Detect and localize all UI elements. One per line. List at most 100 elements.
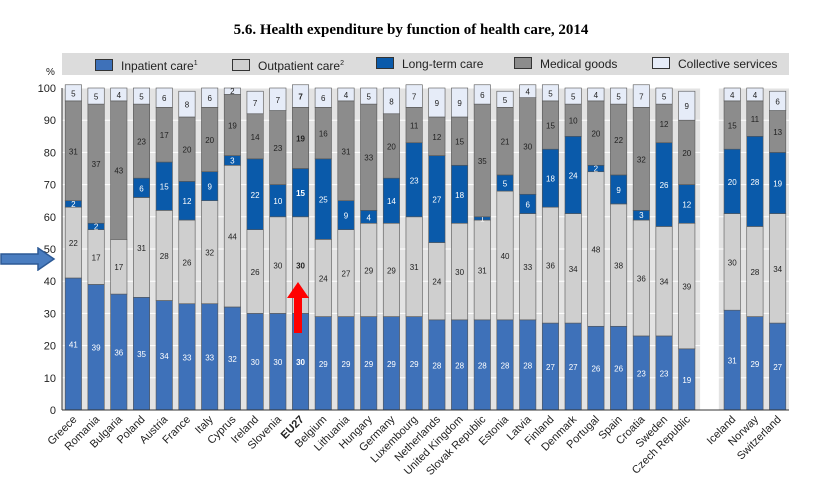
data-label-inpatient-care: 33 <box>205 353 214 362</box>
data-label-medical-goods: 19 <box>228 122 237 131</box>
data-label-collective-services: 4 <box>753 91 758 100</box>
bar-segment-collective-services <box>223 87 241 95</box>
data-label-outpatient-care: 34 <box>660 278 669 287</box>
data-label-outpatient-care: 22 <box>69 239 78 248</box>
data-label-inpatient-care: 28 <box>501 361 510 370</box>
data-label-inpatient-care: 28 <box>523 361 532 370</box>
data-label-long-term-care: 2 <box>94 222 99 231</box>
bar-segment-collective-services <box>519 84 537 98</box>
data-label-long-term-care: 2 <box>71 200 76 209</box>
data-label-collective-services: 5 <box>503 96 508 105</box>
data-label-medical-goods: 12 <box>660 120 669 129</box>
legend: Inpatient care1 Outpatient care2 Long-te… <box>62 53 789 75</box>
data-label-medical-goods: 15 <box>546 122 555 131</box>
data-label-long-term-care: 22 <box>251 191 260 200</box>
bar-segment-collective-services <box>314 87 332 108</box>
data-label-inpatient-care: 26 <box>591 365 600 374</box>
legend-sup-inpatient: 1 <box>193 60 198 67</box>
data-label-inpatient-care: 29 <box>342 360 351 369</box>
data-label-inpatient-care: 23 <box>660 369 669 378</box>
data-label-medical-goods: 20 <box>682 149 691 158</box>
data-label-outpatient-care: 30 <box>455 268 464 277</box>
y-tick-label: 20 <box>44 341 56 353</box>
y-axis-unit: % <box>46 67 55 78</box>
data-label-inpatient-care: 35 <box>137 350 146 359</box>
y-tick-label: 100 <box>38 83 56 95</box>
data-label-long-term-care: 9 <box>207 183 212 192</box>
data-label-collective-services: 5 <box>616 93 621 102</box>
data-label-long-term-care: 3 <box>639 211 644 220</box>
bar-segment-collective-services <box>337 87 355 102</box>
data-label-long-term-care: 9 <box>616 186 621 195</box>
legend-sup-outpatient: 2 <box>340 60 344 67</box>
data-label-medical-goods: 32 <box>637 155 646 164</box>
data-label-outpatient-care: 31 <box>410 263 419 272</box>
data-label-collective-services: 7 <box>253 99 258 108</box>
data-label-outpatient-care: 26 <box>183 258 192 267</box>
data-label-outpatient-care: 39 <box>682 283 691 292</box>
data-label-medical-goods: 16 <box>319 130 328 139</box>
data-label-collective-services: 9 <box>435 99 440 108</box>
data-label-medical-goods: 11 <box>751 115 760 124</box>
data-label-medical-goods: 17 <box>160 131 169 140</box>
y-tick-label: 50 <box>44 244 56 256</box>
bar-segment-collective-services <box>769 90 787 111</box>
data-label-inpatient-care: 23 <box>637 369 646 378</box>
data-label-collective-services: 7 <box>412 93 417 102</box>
bar-segment-collective-services <box>451 87 469 118</box>
data-label-outpatient-care: 44 <box>228 233 237 242</box>
bar-segment-collective-services <box>382 87 400 115</box>
bar-segment-collective-services <box>133 87 150 105</box>
legend-item-outpatient: Outpatient care2 <box>232 57 344 73</box>
data-label-outpatient-care: 30 <box>273 262 282 271</box>
data-label-outpatient-care: 38 <box>614 262 623 271</box>
side-pointer-arrow <box>0 247 56 271</box>
data-label-collective-services: 5 <box>571 93 576 102</box>
bar-segment-collective-services <box>541 84 559 102</box>
bar-segment-collective-services <box>178 90 196 118</box>
data-label-long-term-care: 6 <box>526 200 531 209</box>
data-label-long-term-care: 4 <box>366 213 371 222</box>
y-tick-label: 60 <box>44 212 56 224</box>
data-label-medical-goods: 12 <box>432 133 441 142</box>
data-label-outpatient-care: 31 <box>137 244 146 253</box>
data-label-collective-services: 5 <box>366 93 371 102</box>
bar-segment-collective-services <box>678 90 696 121</box>
legend-label-outpatient: Outpatient care <box>258 59 341 73</box>
data-label-outpatient-care: 28 <box>750 268 759 277</box>
data-label-medical-goods: 19 <box>296 134 305 143</box>
data-label-inpatient-care: 30 <box>296 358 305 367</box>
data-label-long-term-care: 18 <box>455 191 464 200</box>
data-label-inpatient-care: 27 <box>569 363 578 372</box>
y-tick-label: 40 <box>44 276 56 288</box>
data-label-long-term-care: 5 <box>503 179 508 188</box>
data-label-medical-goods: 13 <box>773 128 782 137</box>
data-label-collective-services: 8 <box>389 97 394 106</box>
eu27-highlight-arrow <box>287 282 309 333</box>
data-label-collective-services: 7 <box>298 93 303 102</box>
legend-swatch-inpatient <box>95 59 113 71</box>
data-label-medical-goods: 11 <box>410 122 419 131</box>
data-label-medical-goods: 20 <box>205 136 214 145</box>
data-label-long-term-care: 14 <box>387 197 396 206</box>
y-tick-label: 70 <box>44 180 56 192</box>
data-label-outpatient-care: 30 <box>296 262 305 271</box>
data-label-outpatient-care: 34 <box>773 265 782 274</box>
data-label-medical-goods: 31 <box>69 147 78 156</box>
bar-segment-collective-services <box>405 84 423 108</box>
legend-item-medical: Medical goods <box>514 57 617 71</box>
data-label-inpatient-care: 30 <box>273 358 282 367</box>
data-label-long-term-care: 6 <box>139 184 144 193</box>
data-label-collective-services: 6 <box>480 91 485 100</box>
legend-item-inpatient: Inpatient care1 <box>95 57 198 73</box>
data-label-inpatient-care: 32 <box>228 355 237 364</box>
data-label-inpatient-care: 27 <box>546 363 555 372</box>
data-label-collective-services: 4 <box>526 88 531 97</box>
data-label-outpatient-care: 33 <box>523 263 532 272</box>
data-label-outpatient-care: 24 <box>319 274 328 283</box>
data-label-outpatient-care: 31 <box>478 266 487 275</box>
data-label-medical-goods: 23 <box>137 138 146 147</box>
bar-segment-collective-services <box>496 90 514 108</box>
data-label-inpatient-care: 29 <box>387 360 396 369</box>
